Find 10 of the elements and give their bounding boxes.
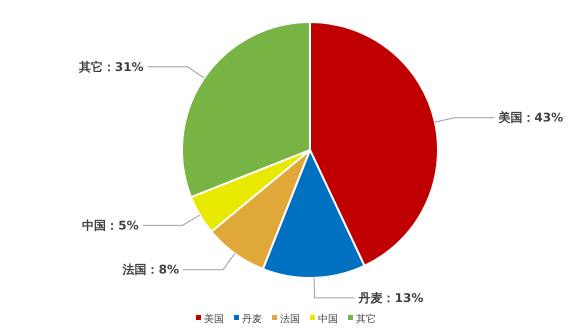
legend-label: 丹麦: [242, 313, 262, 325]
legend-label: 其它: [356, 313, 376, 325]
data-label: 美国：43%: [497, 110, 564, 125]
data-label: 丹麦：13%: [358, 290, 424, 305]
data-label: 法国：8%: [122, 262, 180, 277]
data-label: 其它：31%: [78, 60, 144, 74]
legend-label: 美国: [204, 313, 224, 325]
legend-label: 中国: [318, 313, 338, 325]
data-label: 中国：5%: [82, 218, 139, 232]
legend-label: 法国: [280, 313, 300, 325]
